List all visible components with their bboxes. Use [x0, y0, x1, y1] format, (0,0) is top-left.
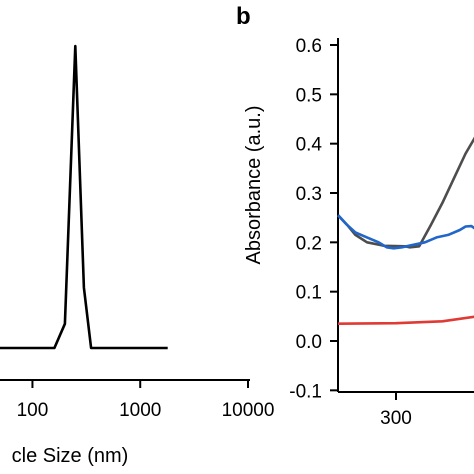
panel-b-y-tick-label: 0.2 [296, 233, 322, 254]
panel-b-y-tick-label: 0.3 [296, 184, 322, 205]
panel-b-y-tick-label: -0.1 [289, 381, 322, 402]
panel-a-particle-size-chart: 100 1000 10000 cle Size (nm) [0, 44, 275, 467]
panel-b-y-tick-label: 0.4 [296, 135, 323, 156]
panel-b-series-line [337, 136, 474, 249]
panel-b-y-ticks: -0.1 0.0 0.1 0.2 0.3 0.4 0.5 0.6 [289, 36, 338, 402]
panel-a-x-tick-label: 10000 [222, 400, 275, 421]
panel-b-series-line [337, 214, 474, 250]
panel-b-absorbance-chart: b -0.1 0.0 0.1 0.2 0.3 0.4 0.5 0.6 300 Absorban… [236, 3, 474, 429]
panel-b-y-tick-label: 0.5 [296, 85, 322, 106]
panel-b-series [337, 136, 474, 325]
panel-b-series-line [337, 315, 474, 325]
panel-b-x-tick-label: 300 [380, 408, 412, 429]
panel-a-series-line [0, 44, 168, 350]
panel-a-x-tick-label: 100 [17, 400, 49, 421]
panel-b-y-tick-label: 0.1 [296, 283, 322, 304]
panel-b-y-axis-title: Absorbance (a.u.) [243, 106, 265, 265]
panel-b-x-ticks: 300 [380, 392, 412, 429]
panel-b-y-tick-label: 0.6 [296, 36, 322, 57]
panel-b-y-tick-label: 0.0 [296, 332, 322, 353]
panel-a-series [0, 44, 168, 350]
panel-a-x-tick-label: 1000 [119, 400, 161, 421]
panel-b-label: b [236, 3, 251, 30]
panel-a-x-axis-title: cle Size (nm) [12, 445, 129, 467]
panel-a-x-ticks: 100 1000 10000 [17, 380, 275, 421]
